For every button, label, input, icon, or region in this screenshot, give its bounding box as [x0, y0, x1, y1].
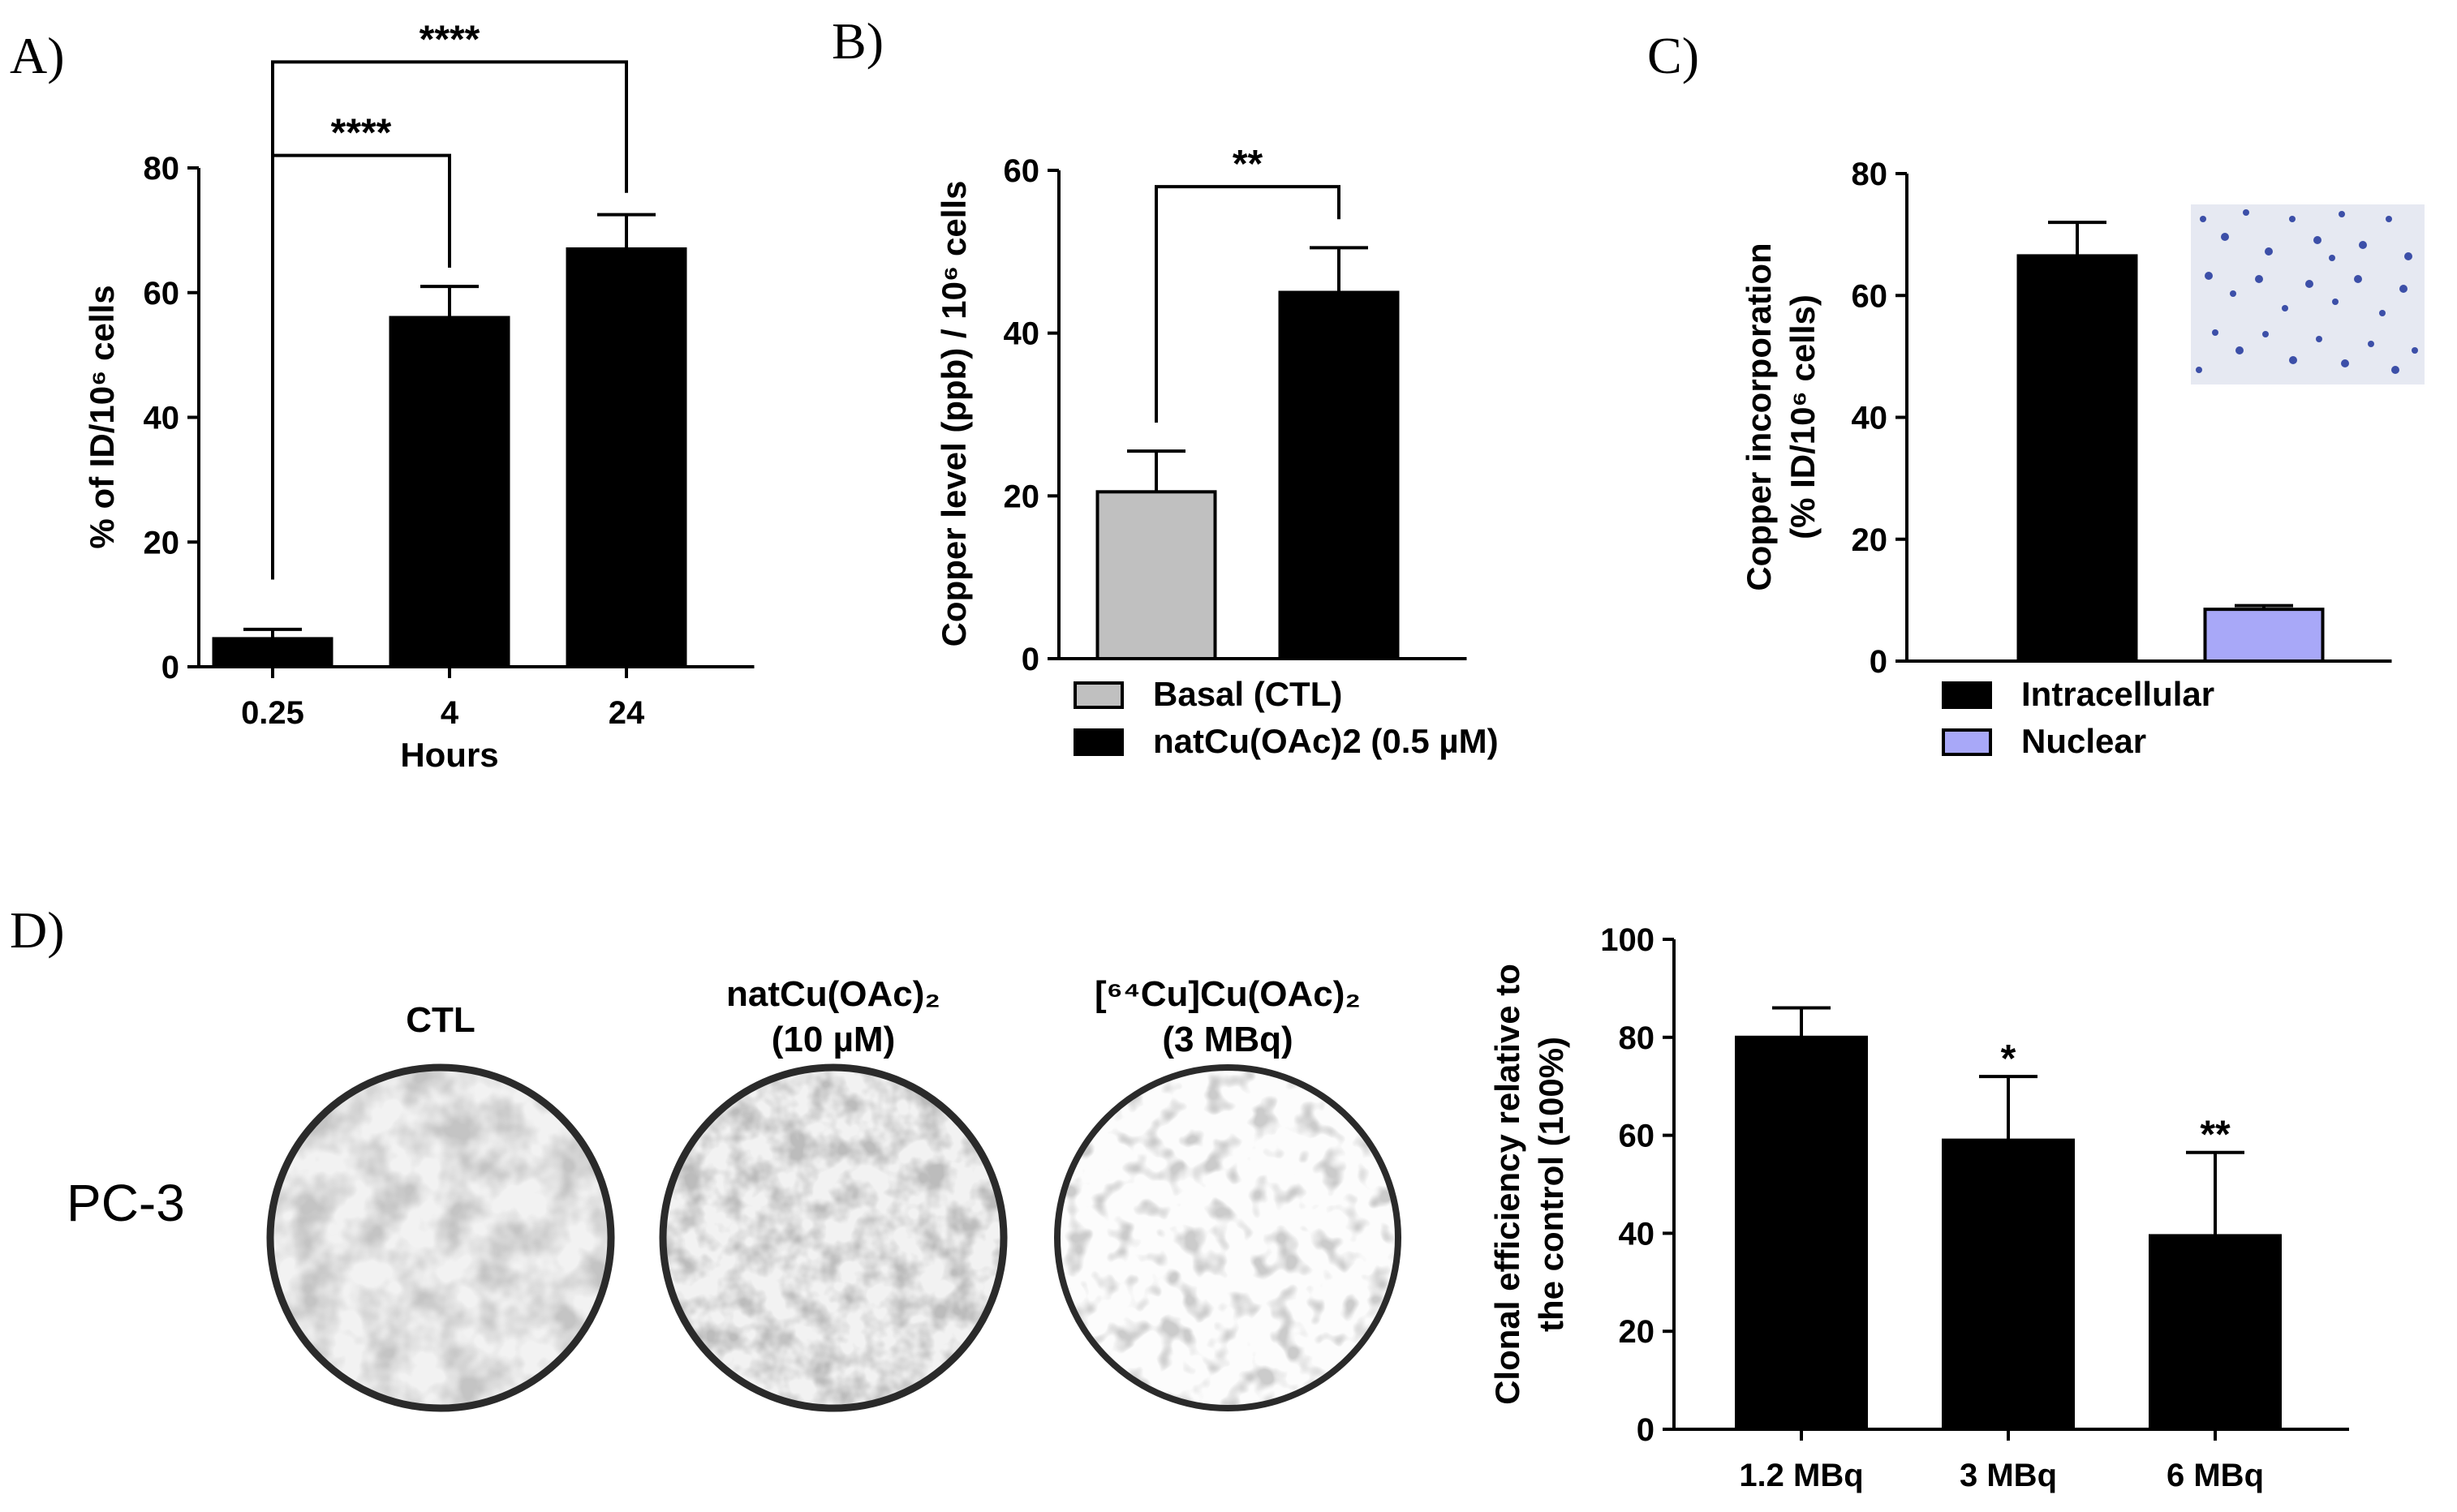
y-tick-label: 40 — [144, 401, 180, 436]
y-tick-label: 80 — [1619, 1020, 1655, 1056]
bar — [2016, 254, 2138, 663]
significance-label: **** — [420, 18, 480, 61]
y-tick-label: 80 — [1852, 157, 1888, 192]
y-axis-label-2: (% ID/10⁶ cells) — [1784, 294, 1822, 539]
bar — [2149, 1234, 2282, 1432]
chart-b: 0 20 40 60 ** Copper level (ppb) / 10⁶ cells B… — [935, 143, 1499, 760]
chart-a: 0 20 40 60 80 0.25 4 24 **** **** % of ID/10⁶ cell… — [83, 18, 755, 774]
legend-swatch — [1942, 728, 1992, 756]
bar — [2203, 608, 2325, 663]
panel-label-b: B) — [832, 12, 884, 70]
plate-subtitle: (10 µM) — [772, 1020, 895, 1059]
legend-label: Nuclear — [2021, 722, 2146, 760]
y-axis-label: Copper level (ppb) / 10⁶ cells — [935, 181, 973, 647]
y-tick-label: 20 — [1619, 1314, 1655, 1350]
significance-label: ** — [1233, 143, 1263, 186]
x-tick-label: 1.2 MBq — [1739, 1458, 1863, 1493]
x-axis-label: Hours — [400, 736, 498, 774]
bar — [1942, 1138, 2075, 1431]
significance-label: * — [2001, 1037, 2016, 1080]
y-tick-label: 40 — [1004, 316, 1040, 352]
panel-label-d: D) — [10, 901, 65, 959]
panel-label-a: A) — [10, 27, 65, 84]
nuclei-dots — [2196, 209, 2418, 374]
y-tick-label: 20 — [1004, 479, 1040, 514]
bar — [389, 316, 510, 668]
plate-natcu: natCu(OAc)₂ (10 µM) — [659, 974, 1008, 1412]
y-axis-label-2: the control (100%) — [1532, 1037, 1570, 1332]
plate-ctl: CTL — [266, 1000, 615, 1412]
y-tick-label: 20 — [144, 525, 180, 561]
bar — [1095, 490, 1217, 660]
y-tick-label: 60 — [144, 276, 180, 311]
y-axis-label: % of ID/10⁶ cells — [83, 285, 121, 548]
x-tick-label: 4 — [441, 695, 459, 731]
legend-label: natCu(OAc)2 (0.5 µM) — [1153, 722, 1499, 760]
x-tick-label: 0.25 — [241, 695, 304, 731]
y-tick-label: 40 — [1852, 401, 1888, 436]
plate-cu64: [⁶⁴Cu]Cu(OAc)₂ (3 MBq) — [1054, 974, 1401, 1411]
plate-row-label: PC-3 — [67, 1174, 185, 1232]
chart-c: 0 20 40 60 80 Copper incorporation (% ID/10⁶ c… — [1740, 157, 2392, 760]
legend-swatch — [1074, 681, 1124, 709]
significance-label: ** — [2200, 1114, 2231, 1157]
bar — [1735, 1035, 1868, 1432]
legend-label: Basal (CTL) — [1153, 675, 1342, 713]
bar — [1278, 290, 1400, 660]
bar — [212, 637, 333, 668]
y-axis-label: Clonal efficiency relative to — [1488, 964, 1526, 1405]
plate-title: CTL — [406, 1000, 475, 1040]
y-tick-label: 60 — [1004, 153, 1040, 189]
y-tick-label: 0 — [161, 650, 179, 685]
chart-d: 0 20 40 60 80 100 1.2 MBq 3 MBq * 6 MBq ** Clonal e… — [1488, 922, 2349, 1493]
x-tick-label: 3 MBq — [1960, 1458, 2057, 1493]
legend-swatch — [1942, 681, 1992, 709]
x-tick-label: 6 MBq — [2167, 1458, 2264, 1493]
plate-subtitle: (3 MBq) — [1162, 1020, 1293, 1059]
y-tick-label: 100 — [1600, 922, 1654, 958]
y-axis-label: Copper incorporation — [1740, 243, 1778, 591]
plate-title: [⁶⁴Cu]Cu(OAc)₂ — [1095, 974, 1361, 1014]
significance-label: **** — [331, 112, 392, 155]
significance-bracket — [1155, 185, 1340, 423]
y-tick-label: 60 — [1852, 278, 1888, 314]
plate-title: natCu(OAc)₂ — [726, 974, 940, 1014]
x-tick-label: 24 — [609, 695, 645, 731]
y-tick-label: 40 — [1619, 1216, 1655, 1252]
y-tick-label: 80 — [144, 151, 180, 187]
legend-label: Intracellular — [2021, 675, 2214, 713]
y-tick-label: 0 — [1870, 644, 1887, 680]
microscopy-inset-image — [2191, 204, 2425, 384]
y-tick-label: 0 — [1022, 642, 1039, 677]
panel-label-c: C) — [1647, 27, 1699, 84]
y-tick-label: 60 — [1619, 1119, 1655, 1154]
significance-bracket — [271, 60, 628, 580]
y-tick-label: 20 — [1852, 522, 1888, 558]
legend-swatch — [1074, 728, 1124, 756]
bar — [566, 247, 687, 668]
y-tick-label: 0 — [1637, 1412, 1654, 1448]
